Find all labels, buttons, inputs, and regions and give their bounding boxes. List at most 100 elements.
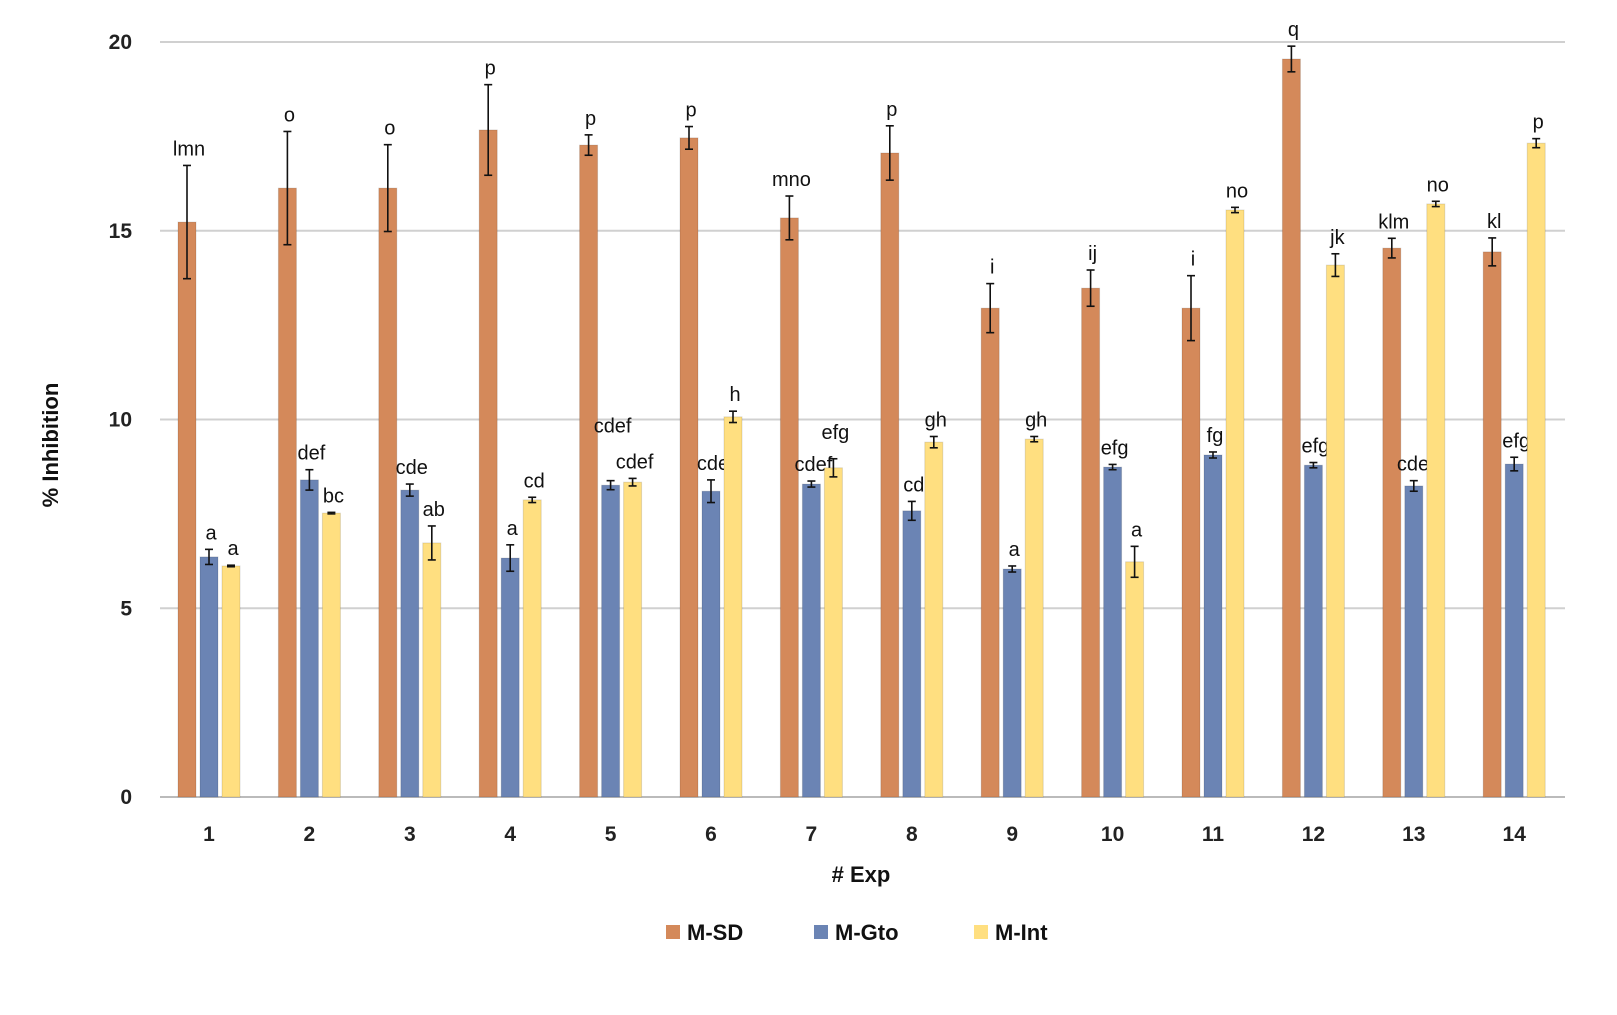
significance-letter: cd bbox=[903, 474, 924, 496]
significance-letter: cde bbox=[697, 453, 729, 475]
significance-letter: a bbox=[1131, 519, 1143, 541]
bar-m-sd bbox=[980, 307, 1000, 798]
significance-letter: bc bbox=[323, 485, 344, 507]
x-tick-label: 10 bbox=[1101, 823, 1124, 846]
bar-m-gto bbox=[199, 556, 219, 798]
x-tick-label: 13 bbox=[1402, 823, 1425, 846]
legend: M-SD M-Gto M-Int bbox=[666, 920, 1048, 945]
bar-m-sd bbox=[1281, 58, 1301, 798]
bar-m-gto bbox=[801, 483, 821, 798]
significance-letter: o bbox=[284, 104, 295, 126]
legend-label: M-Int bbox=[995, 920, 1048, 945]
y-tick-label: 0 bbox=[120, 786, 132, 809]
bar-m-sd bbox=[679, 137, 699, 798]
significance-letter: efg bbox=[1301, 436, 1329, 458]
bar-m-gto bbox=[400, 489, 420, 798]
significance-letter: p bbox=[886, 99, 897, 121]
significance-letter: klm bbox=[1378, 211, 1409, 233]
significance-letter: i bbox=[990, 257, 994, 279]
gridlines bbox=[160, 41, 1565, 798]
bar-m-int bbox=[221, 565, 241, 798]
legend-swatch bbox=[666, 925, 680, 939]
x-tick-label: 1 bbox=[203, 823, 215, 846]
bar-m-gto bbox=[500, 557, 520, 798]
significance-letter: cd bbox=[524, 470, 545, 492]
bar-m-sd bbox=[177, 221, 197, 798]
legend-swatch bbox=[814, 925, 828, 939]
y-axis-ticks: 0 5 10 15 20 bbox=[109, 31, 133, 809]
y-axis-title: % Inhibition bbox=[38, 383, 63, 508]
significance-letter: i bbox=[1191, 249, 1195, 271]
x-tick-label: 3 bbox=[404, 823, 416, 846]
significance-letter: gh bbox=[1025, 409, 1047, 431]
significance-letter: a bbox=[205, 522, 217, 544]
bar-m-sd bbox=[779, 217, 799, 798]
significance-letter: no bbox=[1427, 174, 1449, 196]
bar-m-gto bbox=[601, 484, 621, 798]
significance-letter: no bbox=[1226, 180, 1248, 202]
x-tick-label: 12 bbox=[1302, 823, 1325, 846]
bar-m-sd bbox=[277, 187, 297, 798]
significance-letter: ab bbox=[423, 499, 445, 521]
bar-m-int bbox=[723, 416, 743, 798]
x-tick-label: 9 bbox=[1006, 823, 1018, 846]
y-tick-label: 5 bbox=[120, 597, 132, 620]
significance-letter: efg bbox=[821, 422, 849, 444]
significance-letter: kl bbox=[1487, 211, 1501, 233]
bar-m-sd bbox=[378, 187, 398, 798]
x-tick-label: 8 bbox=[906, 823, 918, 846]
x-tick-label: 6 bbox=[705, 823, 717, 846]
significance-letter: lmn bbox=[173, 138, 205, 160]
bar-m-sd bbox=[478, 129, 498, 798]
x-axis-ticks: 1 2 3 4 5 6 7 8 9 10 11 12 13 14 bbox=[203, 823, 1526, 846]
bar-m-int bbox=[924, 441, 944, 798]
bar-m-gto bbox=[1303, 464, 1323, 798]
bar-m-sd bbox=[579, 144, 599, 798]
significance-letter: def bbox=[297, 443, 325, 465]
bar-m-int bbox=[321, 512, 341, 798]
significance-letter: fg bbox=[1207, 425, 1224, 447]
bar-m-gto bbox=[902, 510, 922, 798]
significance-letter: efg bbox=[1101, 437, 1129, 459]
bar-m-int bbox=[823, 467, 843, 798]
significance-letter: mno bbox=[772, 169, 811, 191]
significance-letter: p bbox=[585, 108, 596, 130]
x-tick-label: 14 bbox=[1503, 823, 1527, 846]
bar-m-int bbox=[522, 499, 542, 798]
bar-m-int bbox=[422, 542, 442, 798]
significance-letter: p bbox=[685, 100, 696, 122]
significance-letter: p bbox=[485, 58, 496, 80]
bar-m-gto bbox=[701, 490, 721, 798]
legend-label: M-Gto bbox=[835, 920, 899, 945]
significance-letter: cdef bbox=[794, 454, 832, 476]
legend-swatch bbox=[974, 925, 988, 939]
y-tick-label: 20 bbox=[109, 31, 132, 54]
y-tick-label: 15 bbox=[109, 220, 133, 243]
significance-letter: cde bbox=[396, 457, 428, 479]
significance-letter: a bbox=[227, 538, 239, 560]
significance-letter: q bbox=[1288, 19, 1299, 41]
bar-m-int bbox=[1325, 264, 1345, 798]
significance-letter: gh bbox=[925, 409, 947, 431]
significance-letter: efg bbox=[1502, 430, 1530, 452]
bar-m-gto bbox=[1103, 466, 1123, 798]
bar-m-gto bbox=[1203, 454, 1223, 798]
bar-m-int bbox=[1024, 438, 1044, 798]
significance-letter: h bbox=[729, 384, 740, 406]
bar-m-int bbox=[1526, 142, 1546, 798]
bar-m-sd bbox=[1181, 307, 1201, 798]
legend-label: M-SD bbox=[687, 920, 743, 945]
significance-letter: a bbox=[507, 518, 519, 540]
bar-m-sd bbox=[1081, 287, 1101, 798]
significance-letter: cdef bbox=[616, 451, 654, 473]
significance-letter: a bbox=[1009, 539, 1021, 561]
significance-letter: cdef bbox=[1397, 454, 1435, 476]
bar-m-sd bbox=[1482, 251, 1502, 798]
bar-m-int bbox=[1125, 561, 1145, 798]
significance-letter: p bbox=[1533, 112, 1544, 134]
bar-m-int bbox=[1225, 209, 1245, 798]
bar-m-sd bbox=[1382, 247, 1402, 798]
x-axis-title: # Exp bbox=[832, 862, 891, 887]
significance-letter: jk bbox=[1329, 227, 1345, 249]
